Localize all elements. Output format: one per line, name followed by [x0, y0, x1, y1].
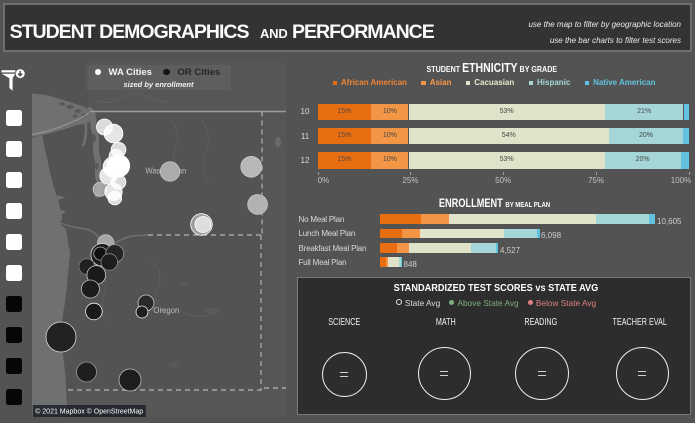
svg-text:© 2021 Mapbox © OpenStreetMap: © 2021 Mapbox © OpenStreetMap	[35, 408, 143, 416]
svg-text:Oregon: Oregon	[153, 306, 179, 315]
